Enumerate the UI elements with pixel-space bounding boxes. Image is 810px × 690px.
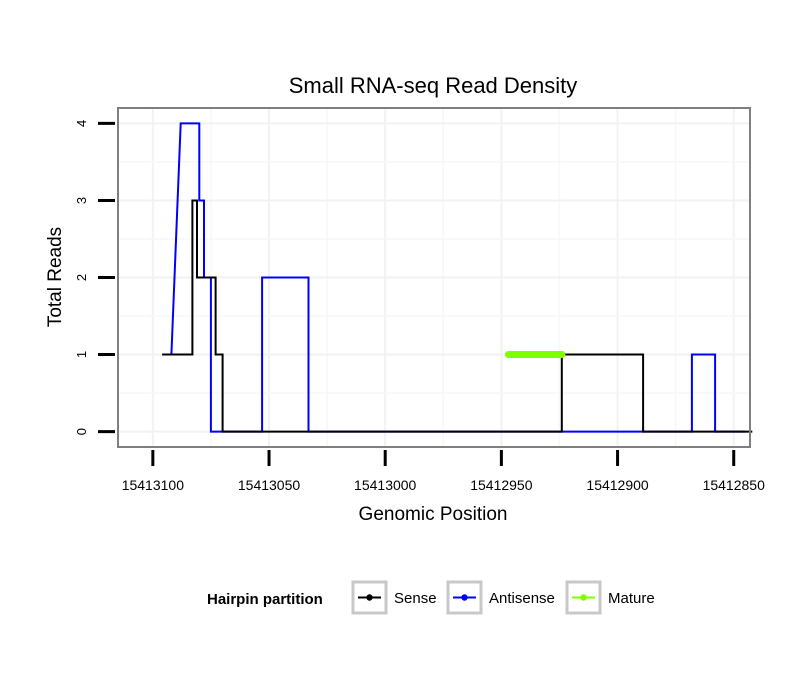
y-tick-label: 3 xyxy=(74,197,89,204)
legend-key-point xyxy=(366,594,373,601)
y-axis-label: Total Reads xyxy=(45,227,66,327)
plot-border xyxy=(117,107,751,448)
x-tick-label: 15412900 xyxy=(586,477,649,493)
legend-item-antisense: Antisense xyxy=(446,580,555,615)
legend-label: Antisense xyxy=(489,590,555,607)
legend: Hairpin partition Sense Antisense Mature xyxy=(207,580,655,615)
series-line-sense xyxy=(162,199,753,433)
legend-key-point xyxy=(461,594,468,601)
legend-item-sense: Sense xyxy=(351,580,437,615)
x-tick-label: 15413050 xyxy=(238,477,301,493)
legend-items: Sense Antisense Mature xyxy=(351,580,655,615)
series-line-antisense xyxy=(170,122,746,433)
x-tick-label: 15412950 xyxy=(470,477,533,493)
x-axis-label: Genomic Position xyxy=(359,504,508,525)
legend-key-point xyxy=(580,594,587,601)
legend-title: Hairpin partition xyxy=(207,591,323,608)
y-tick-label: 1 xyxy=(74,351,89,358)
y-tick-label: 4 xyxy=(74,120,89,127)
y-tick-label: 0 xyxy=(74,428,89,435)
grid-lines xyxy=(118,108,750,447)
x-axis: 15413100 15413050 15413000 15412950 15412900… xyxy=(122,450,765,493)
legend-label: Mature xyxy=(608,590,655,607)
x-tick-label: 15413000 xyxy=(354,477,417,493)
x-tick-label: 15413100 xyxy=(122,477,185,493)
y-tick-label: 2 xyxy=(74,274,89,281)
legend-item-mature: Mature xyxy=(565,580,655,615)
legend-label: Sense xyxy=(394,590,437,607)
series-layer xyxy=(162,122,753,433)
y-axis: 0 1 2 3 4 xyxy=(74,120,115,435)
chart-title: Small RNA-seq Read Density xyxy=(289,73,578,98)
x-tick-label: 15412850 xyxy=(703,477,766,493)
